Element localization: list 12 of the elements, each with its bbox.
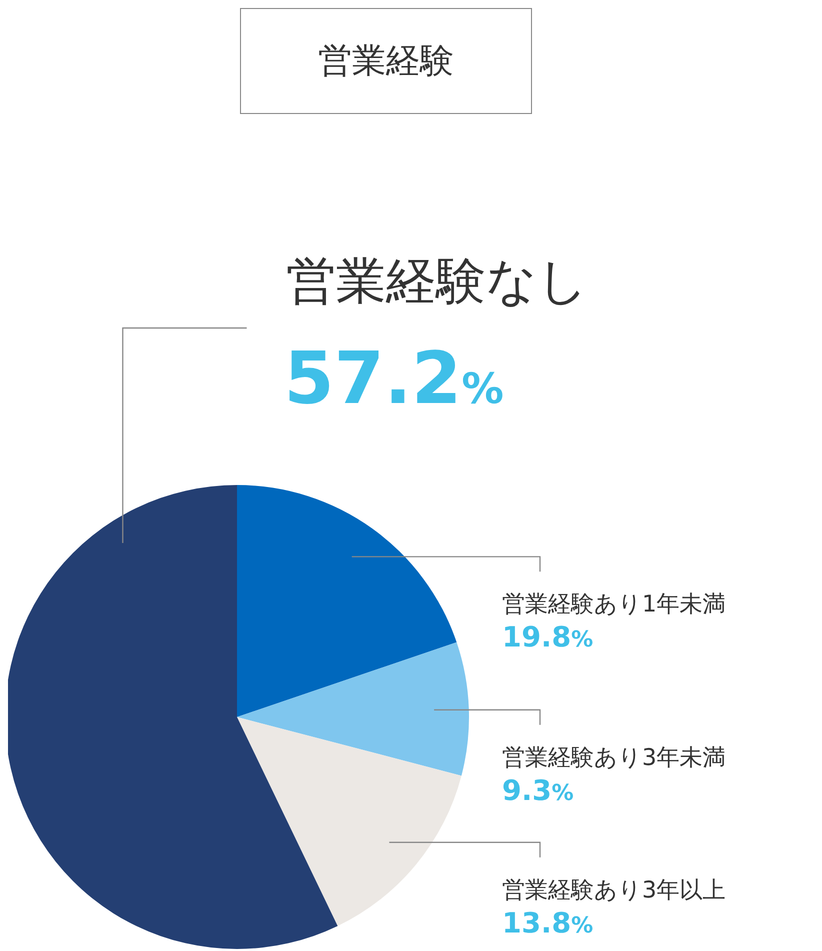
pie-slice <box>237 717 462 926</box>
slice-label: 営業経験あり3年以上 <box>502 877 726 904</box>
data-label: 19.8% <box>502 620 594 654</box>
slice-label: 営業経験あり3年未満 <box>502 744 726 771</box>
data-label: 13.8% <box>502 906 594 940</box>
chart-title: 営業経験 <box>240 8 532 114</box>
data-label: 57.2% <box>284 336 504 420</box>
pie-slice <box>237 485 457 717</box>
data-label: 9.3% <box>502 774 574 807</box>
pie-slice <box>237 642 469 776</box>
slice-label: 営業経験なし <box>286 252 588 310</box>
slice-label: 営業経験あり1年未満 <box>502 592 726 618</box>
